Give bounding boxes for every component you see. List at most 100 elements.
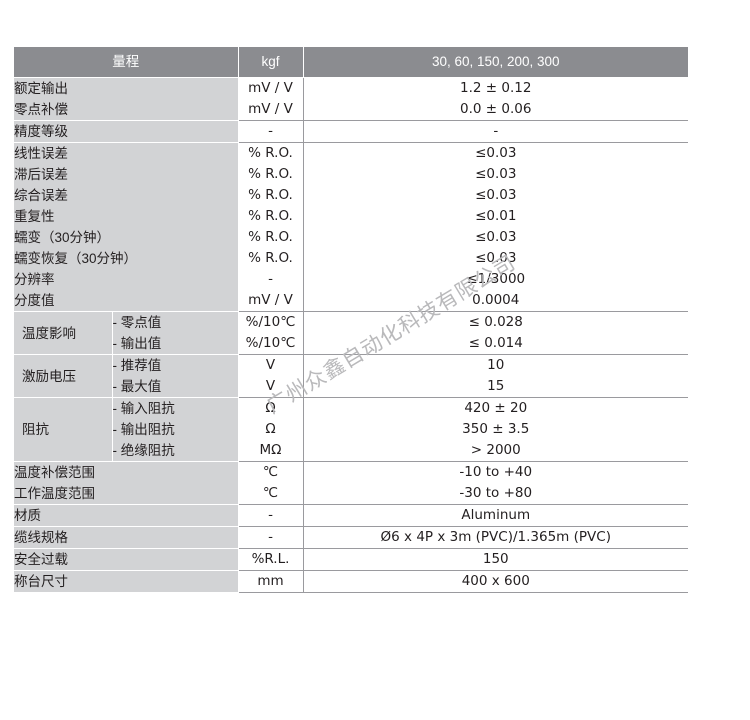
row-unit-cell: % R.O. % R.O. % R.O. % R.O. % R.O. % R.O. - mV …	[238, 142, 304, 312]
row-label: 重复性	[14, 209, 55, 224]
row-unit: -	[268, 507, 273, 523]
row-value: ≤0.03	[475, 250, 517, 266]
row-label: 零点补偿	[14, 102, 68, 117]
row-value: -10 to +40	[459, 464, 533, 480]
row-label: 工作温度范围	[14, 486, 95, 501]
table-header-row: 量程 kgf 30, 60, 150, 200, 300	[14, 47, 688, 78]
row-sublabel: - 绝缘阻抗	[112, 443, 175, 458]
row-value-cell: 10 15	[303, 354, 688, 398]
row-unit: % R.O.	[248, 208, 293, 224]
row-unit: % R.O.	[248, 187, 293, 203]
row-value-cell: 1.2 ± 0.12 0.0 ± 0.06	[303, 77, 688, 121]
row-value-cell: -10 to +40 -30 to +80	[303, 461, 688, 505]
row-label: 称台尺寸	[14, 574, 68, 589]
table-row: 精度等级 - -	[14, 120, 688, 143]
row-unit: ℃	[262, 485, 279, 501]
row-group-label: 阻抗	[22, 422, 49, 437]
row-label-cell: 额定输出 零点补偿	[14, 77, 239, 121]
specification-table-container: 量程 kgf 30, 60, 150, 200, 300 额定输出 零点补偿 mV …	[14, 47, 688, 593]
row-unit: V	[265, 378, 276, 394]
row-group-label: 激励电压	[22, 368, 76, 384]
row-label: 分辨率	[14, 272, 55, 287]
row-label: 线性误差	[14, 146, 68, 161]
row-value: 150	[482, 551, 509, 567]
row-unit: mV / V	[248, 292, 293, 308]
row-unit: ℃	[262, 464, 279, 480]
row-unit: -	[268, 529, 273, 545]
row-unit-cell: -	[238, 504, 304, 527]
row-value: 10	[487, 357, 505, 373]
row-sublabel: - 推荐值	[112, 358, 162, 373]
header-cell-range: 量程	[14, 47, 239, 78]
row-value: ≤ 0.014	[468, 335, 523, 351]
row-unit: Ω	[265, 400, 276, 416]
table-row: 温度影响 - 零点值 - 输出值 %/10℃ %/10℃ ≤ 0.028 ≤ 0.014	[14, 311, 688, 355]
row-unit: V	[265, 357, 276, 373]
row-value: 420 ± 20	[464, 400, 528, 416]
row-unit: %/10℃	[245, 314, 296, 330]
row-value-cell: 400 x 600	[303, 570, 688, 593]
row-label: 温度补偿范围	[14, 465, 95, 480]
row-value-cell: 150	[303, 548, 688, 571]
row-unit-cell: -	[238, 526, 304, 549]
row-unit-cell: %/10℃ %/10℃	[238, 311, 304, 355]
row-unit: %R.L.	[251, 551, 290, 567]
row-value: ≤0.03	[475, 229, 517, 245]
table-row: 阻抗 - 输入阻抗 - 输出阻抗 - 绝缘阻抗 Ω Ω MΩ 420 ± 20 350 ± 3.…	[14, 397, 688, 462]
row-sublabel: - 输出值	[112, 336, 162, 351]
row-unit: MΩ	[259, 442, 282, 458]
row-unit: % R.O.	[248, 229, 293, 245]
row-value: -	[493, 123, 499, 139]
row-label: 分度值	[14, 293, 55, 308]
row-label-cell: 温度影响	[14, 311, 113, 355]
row-value: -30 to +80	[459, 485, 533, 501]
row-unit-cell: mm	[238, 570, 304, 593]
row-unit-cell: Ω Ω MΩ	[238, 397, 304, 462]
row-value: 1.2 ± 0.12	[460, 80, 532, 96]
table-row: 额定输出 零点补偿 mV / V mV / V 1.2 ± 0.12 0.0 ± 0.06	[14, 77, 688, 121]
row-unit-cell: %R.L.	[238, 548, 304, 571]
table-row: 材质 - Aluminum	[14, 504, 688, 527]
row-value: > 2000	[470, 442, 521, 458]
row-value-cell: ≤ 0.028 ≤ 0.014	[303, 311, 688, 355]
row-unit: mV / V	[248, 80, 293, 96]
row-unit: mV / V	[248, 101, 293, 117]
row-label-cell: 材质	[14, 504, 239, 527]
row-unit: mm	[257, 573, 284, 589]
row-label: 蠕变恢复（30分钟）	[14, 251, 138, 266]
row-label: 材质	[14, 508, 41, 523]
header-cell-capacity: 30, 60, 150, 200, 300	[303, 47, 688, 78]
row-value-cell: Ø6 x 4P x 3m (PVC)/1.365m (PVC)	[303, 526, 688, 549]
row-label-cell: 温度补偿范围 工作温度范围	[14, 461, 239, 505]
row-value-cell: ≤0.03 ≤0.03 ≤0.03 ≤0.01 ≤0.03 ≤0.03 ≤1/3000 0.0…	[303, 142, 688, 312]
row-value: ≤1/3000	[466, 271, 526, 287]
table-row: 缆线规格 - Ø6 x 4P x 3m (PVC)/1.365m (PVC)	[14, 526, 688, 549]
row-label: 综合误差	[14, 188, 68, 203]
row-value: ≤0.03	[475, 145, 517, 161]
row-label-cell: 精度等级	[14, 120, 239, 143]
specification-table-body: 额定输出 零点补偿 mV / V mV / V 1.2 ± 0.12 0.0 ± 0.06…	[14, 77, 688, 593]
table-row: 安全过载 %R.L. 150	[14, 548, 688, 571]
row-sublabel-cell: - 输入阻抗 - 输出阻抗 - 绝缘阻抗	[112, 397, 239, 462]
row-label: 蠕变（30分钟）	[14, 230, 111, 245]
row-unit: %/10℃	[245, 335, 296, 351]
row-value-cell: 420 ± 20 350 ± 3.5 > 2000	[303, 397, 688, 462]
row-label-cell: 激励电压	[14, 354, 113, 398]
row-unit: % R.O.	[248, 145, 293, 161]
row-label: 安全过载	[14, 552, 68, 567]
row-value: ≤0.01	[475, 208, 517, 224]
table-row: 激励电压 - 推荐值 - 最大值 V V 10 15	[14, 354, 688, 398]
row-unit: Ω	[265, 421, 276, 437]
row-value: ≤ 0.028	[468, 314, 523, 330]
row-label: 滞后误差	[14, 167, 68, 182]
row-value-cell: -	[303, 120, 688, 143]
row-label-cell: 阻抗	[14, 397, 113, 462]
row-sublabel: - 最大值	[112, 379, 162, 394]
row-value: ≤0.03	[475, 187, 517, 203]
row-unit: -	[268, 271, 273, 287]
row-label-cell: 缆线规格	[14, 526, 239, 549]
row-value-cell: Aluminum	[303, 504, 688, 527]
row-value: 0.0004	[472, 292, 520, 308]
row-value: Aluminum	[461, 507, 531, 523]
